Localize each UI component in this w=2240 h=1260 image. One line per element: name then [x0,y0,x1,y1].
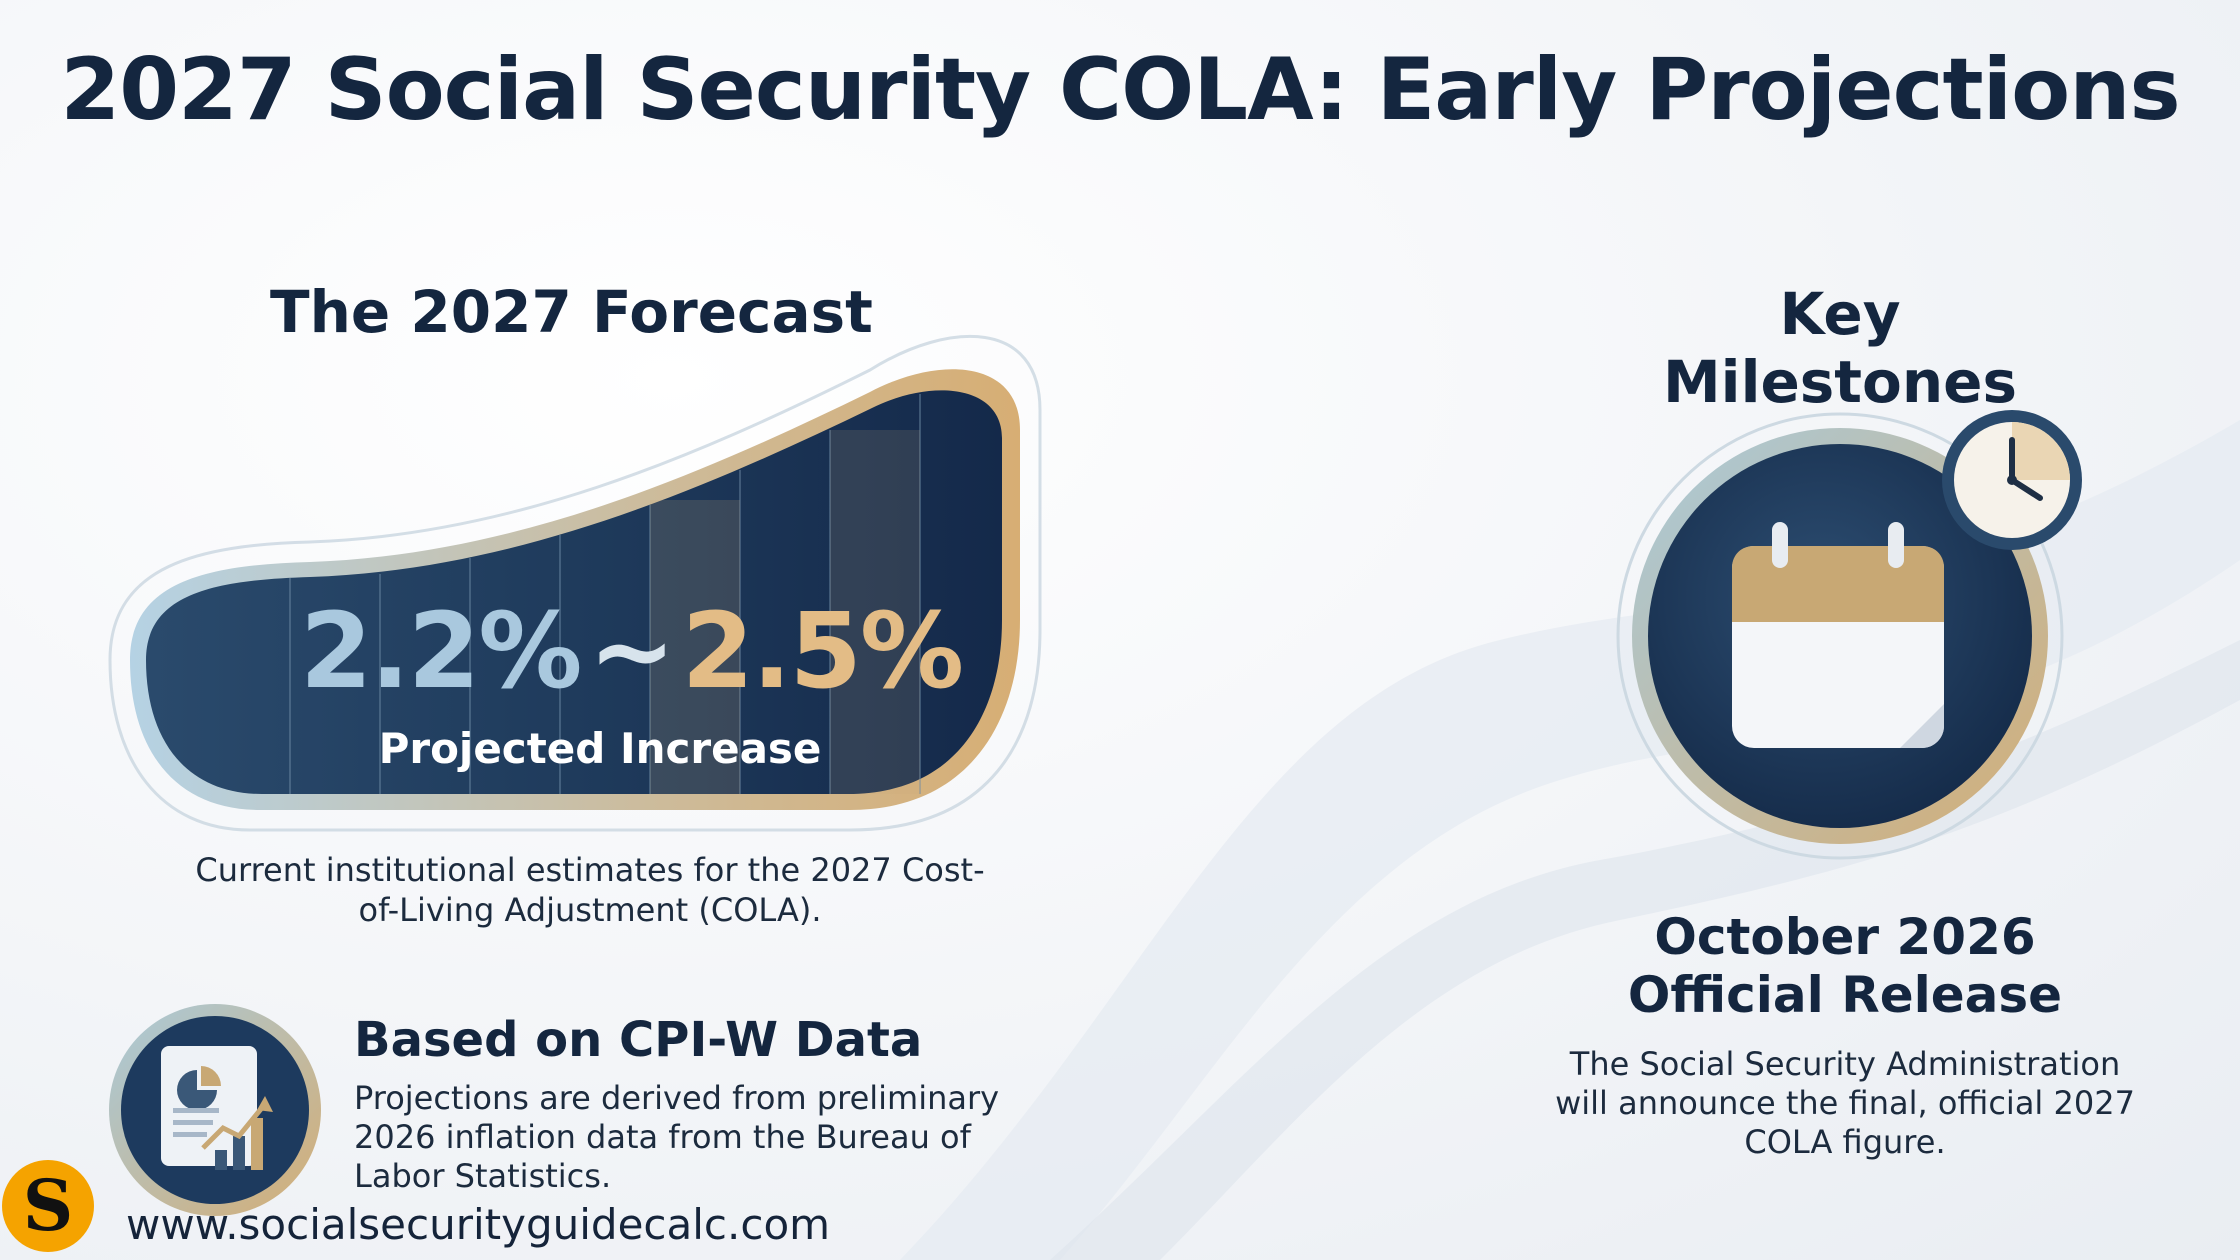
cpi-description: Projections are derived from preliminary… [354,1079,1000,1195]
release-title: October 2026 Official Release [1560,908,2130,1024]
forecast-heading: The 2027 Forecast [270,278,873,346]
forecast-description: Current institutional estimates for the … [195,851,985,929]
projected-increase-label: Projected Increase [378,724,822,773]
range-high-value: 2.5% [681,590,964,712]
page-title: 2027 Social Security COLA: Early Project… [60,40,2180,140]
release-label: Official Release [1627,966,2063,1024]
milestones-heading: Key Milestones [1662,280,2018,416]
milestone-graphic [1616,410,2082,860]
forecast-ramp-graphic [108,334,1042,832]
range-separator: ~ [588,590,675,712]
projected-range: 2.2%~2.5% [300,590,964,712]
release-description: The Social Security Administration will … [1555,1045,2135,1161]
logo-letter: S [23,1164,74,1247]
site-url-link[interactable]: www.socialsecurityguidecalc.com [126,1200,831,1249]
clock-icon [1942,410,2082,550]
cpi-title: Based on CPI-W Data [354,1012,923,1068]
report-chart-icon [109,1004,321,1216]
site-logo: S [2,1160,94,1252]
range-low-value: 2.2% [300,590,582,712]
calendar-icon [1732,522,1944,748]
release-date: October 2026 [1654,908,2036,966]
